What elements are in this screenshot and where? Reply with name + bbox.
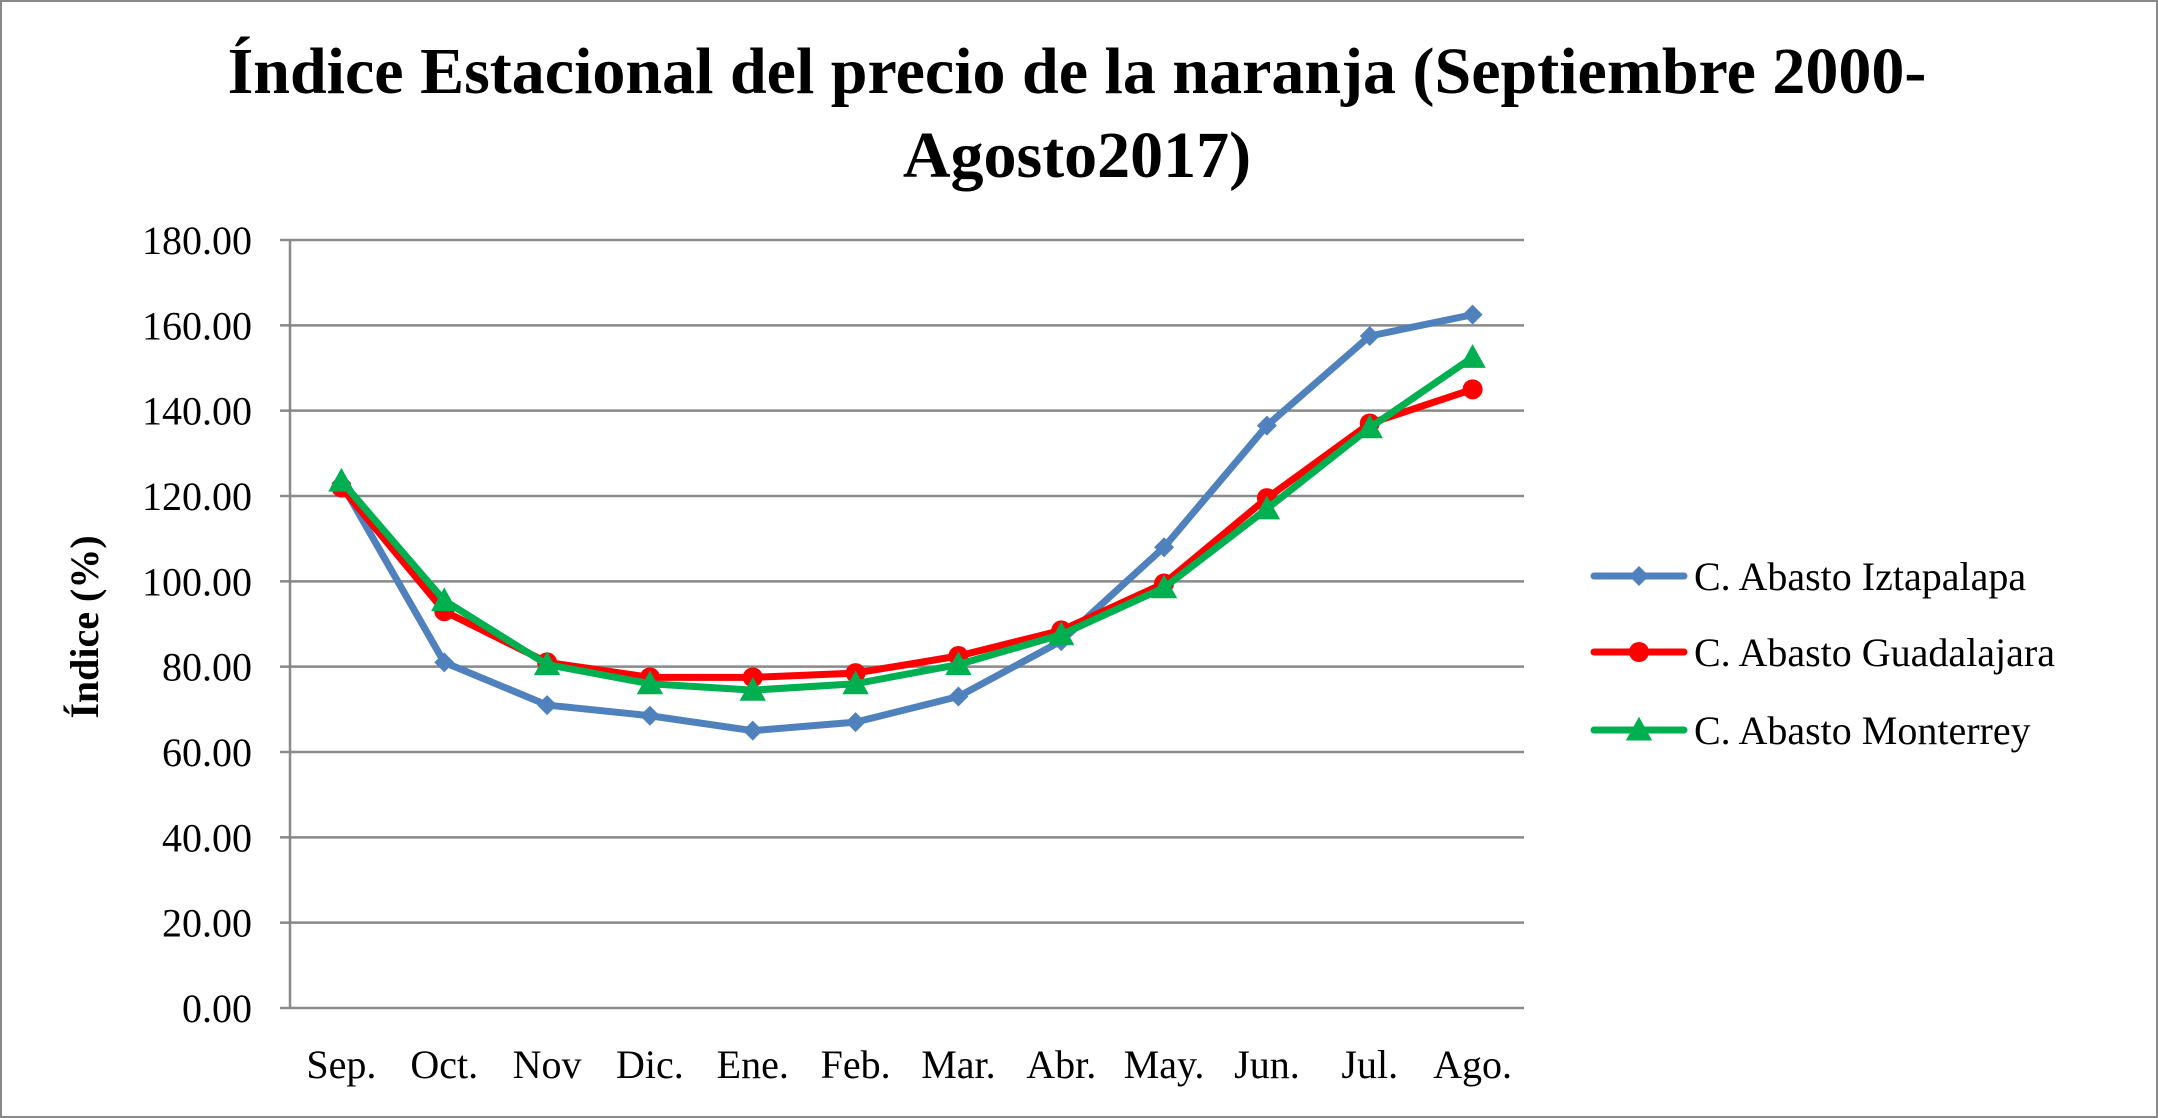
series-lines [328, 304, 1486, 741]
data-point-marker [537, 695, 558, 716]
x-tick-label: Jul. [1341, 1042, 1398, 1087]
data-point-marker [1150, 574, 1178, 599]
data-point-marker [434, 652, 455, 673]
data-point-marker [1253, 495, 1281, 520]
x-tick-labels: Sep. Oct. Nov Dic. Ene. Feb. Mar. Abr. May. Jun. J… [306, 1042, 1512, 1087]
y-tick-label: 20.00 [162, 901, 252, 946]
x-tick-label: Jun. [1234, 1042, 1300, 1087]
data-point-marker [1459, 344, 1486, 368]
legend-item: C. Abasto Guadalajara [1590, 630, 2055, 675]
y-tick-label: 180.00 [142, 218, 252, 263]
data-point-marker [1462, 304, 1483, 325]
data-point-marker [742, 720, 763, 741]
chart-title: Índice Estacional del precio de la naran… [0, 30, 2154, 198]
x-tick-label: Ene. [717, 1042, 789, 1087]
x-tick-label: Dic. [616, 1042, 684, 1087]
legend-label: C. Abasto Iztapalapa [1694, 554, 2026, 599]
y-tick-label: 160.00 [142, 303, 252, 348]
x-tick-label: Ago. [1433, 1042, 1512, 1087]
data-point-marker [533, 651, 561, 676]
x-tick-label: Feb. [821, 1042, 891, 1087]
data-point-marker [948, 686, 969, 707]
data-point-marker [431, 587, 458, 612]
x-tick-label: May. [1124, 1042, 1205, 1087]
series-c-abasto-monterrey [328, 344, 1486, 701]
axes [280, 238, 1524, 1010]
data-point-marker [328, 467, 355, 492]
legend-item: C. Abasto Monterrey [1590, 708, 2031, 753]
y-axis-label: Índice (%) [62, 535, 107, 718]
x-tick-label: Mar. [921, 1042, 995, 1087]
gridlines [290, 238, 1524, 924]
data-point-marker [636, 670, 664, 695]
legend: C. Abasto Iztapalapa C. Abasto Guadalajar… [1590, 554, 2055, 753]
y-tick-label: 100.00 [142, 559, 252, 604]
data-point-marker [945, 651, 972, 676]
chart-title-line-2: Agosto2017) [902, 119, 1252, 192]
y-tick-label: 120.00 [142, 474, 252, 519]
y-tick-label: 0.00 [182, 986, 252, 1031]
series-line [337, 311, 1477, 735]
data-point-marker [1154, 537, 1175, 558]
series-line [337, 353, 1477, 694]
legend-item: C. Abasto Iztapalapa [1590, 554, 2026, 599]
data-point-marker [1359, 326, 1380, 346]
data-point-marker [739, 676, 766, 701]
chart-title-line-1: Índice Estacional del precio de la naran… [227, 35, 1927, 108]
series-line [337, 385, 1477, 681]
data-point-marker [1256, 415, 1277, 436]
data-point-marker [842, 670, 869, 695]
y-tick-label: 60.00 [162, 730, 252, 775]
x-tick-label: Abr. [1026, 1042, 1096, 1087]
data-point-marker [845, 712, 866, 733]
data-point-marker [1629, 566, 1649, 586]
y-tick-label: 80.00 [162, 645, 252, 690]
data-point-marker [1356, 414, 1383, 439]
legend-label: C. Abasto Guadalajara [1694, 630, 2055, 675]
data-point-marker [639, 705, 660, 726]
x-tick-label: Oct. [410, 1042, 478, 1087]
x-tick-label: Nov [513, 1042, 582, 1087]
data-point-marker [1462, 379, 1483, 400]
y-tick-label: 40.00 [162, 815, 252, 860]
data-point-marker [1625, 716, 1653, 741]
y-tick-labels: 0.00 20.00 40.00 60.00 80.00 100.00 120.00 140.… [142, 218, 252, 1031]
data-point-marker [1048, 621, 1075, 646]
y-tick-label: 140.00 [142, 389, 252, 434]
legend-label: C. Abasto Monterrey [1694, 708, 2031, 753]
data-point-marker [1629, 642, 1649, 662]
x-tick-label: Sep. [306, 1042, 376, 1087]
